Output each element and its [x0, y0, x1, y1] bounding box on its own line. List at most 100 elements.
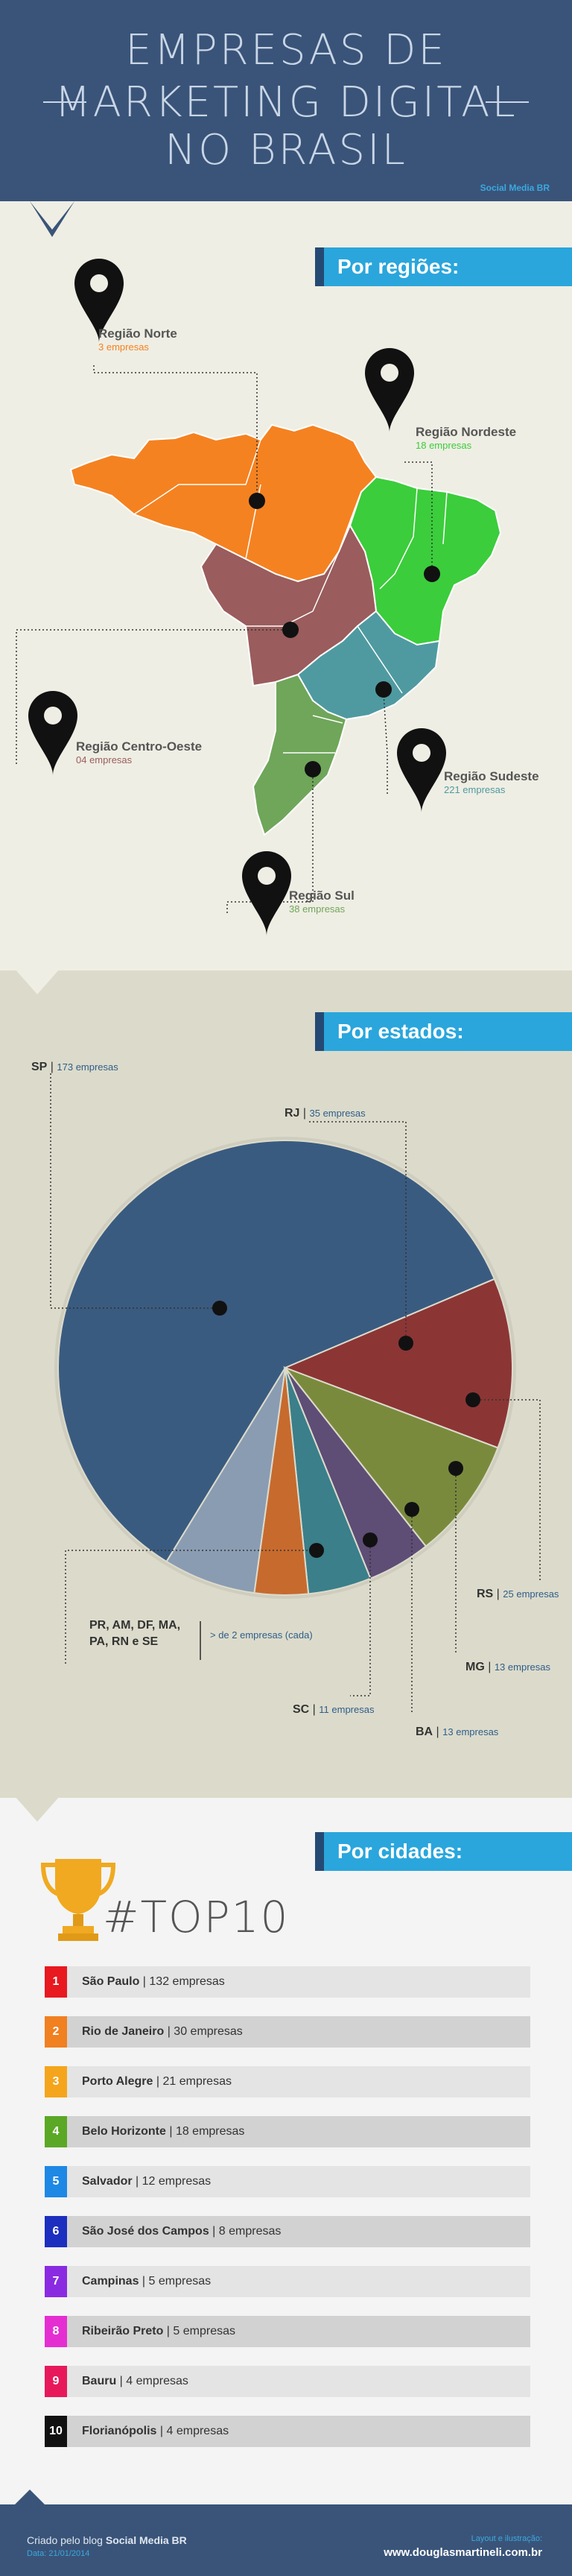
label-norte: Região Norte 3 empresas — [98, 326, 177, 353]
city-count: 8 empresas — [218, 2225, 282, 2238]
city-rank-row: 6 São José dos Campos | 8 empresas — [45, 2216, 530, 2247]
rank-badge: 7 — [45, 2266, 67, 2297]
separator: | — [139, 2275, 149, 2288]
title-line-2: MARKETING DIGITAL — [54, 78, 518, 127]
pie-dot-rj — [398, 1336, 413, 1351]
city-count: 21 empresas — [162, 2075, 232, 2088]
label-centro-oeste: Região Centro-Oeste 04 empresas — [76, 739, 203, 765]
footer-blog-name: Social Media BR — [105, 2534, 187, 2546]
city-rank-row: 4 Belo Horizonte | 18 empresas — [45, 2116, 530, 2147]
city-count: 18 empresas — [175, 2125, 245, 2138]
dot-centro-oeste — [282, 622, 299, 638]
label-others: PR, AM, DF, MA, PA, RN e SE — [89, 1619, 181, 1648]
cities-banner-label: Por cidades: — [337, 1840, 463, 1863]
rank-text: Ribeirão Preto | 5 empresas — [82, 2325, 235, 2338]
map-region-sul — [252, 673, 348, 836]
states-banner-label: Por estados: — [337, 1020, 464, 1043]
pie-dot-rs — [465, 1392, 480, 1407]
rank-text: Bauru | 4 empresas — [82, 2375, 188, 2388]
label-sc: SC | 11 empresas — [293, 1703, 375, 1716]
states-notch — [0, 967, 572, 994]
rank-text: Belo Horizonte | 18 empresas — [82, 2125, 244, 2138]
dot-norte — [249, 493, 265, 509]
pie-slice-sp — [57, 1140, 496, 1563]
states-pie-chart — [50, 1073, 541, 1713]
rank-badge: 9 — [45, 2366, 67, 2397]
rank-text: São José dos Campos | 8 empresas — [82, 2225, 281, 2238]
map-region-sudeste — [296, 610, 441, 721]
label-sul: Região Sul 38 empresas — [289, 888, 355, 915]
rank-badge: 5 — [45, 2166, 67, 2197]
label-others-count-wrap: > de 2 empresas (cada) — [200, 1621, 313, 1660]
footer-site-link[interactable]: www.douglasmartineli.com.br — [384, 2546, 542, 2559]
rank-text: São Paulo | 132 empresas — [82, 1975, 225, 1989]
rank-bar — [67, 2216, 530, 2247]
city-count: 4 empresas — [126, 2375, 188, 2387]
label-rj: RJ | 35 empresas — [285, 1107, 366, 1120]
label-ba: BA | 13 empresas — [416, 1726, 499, 1738]
pie-dot-sc — [363, 1532, 378, 1547]
separator: | — [153, 2075, 163, 2088]
city-rank-row: 5 Salvador | 12 empresas — [45, 2166, 530, 2197]
city-name: São José dos Campos — [82, 2225, 209, 2238]
label-others-count: > de 2 empresas (cada) — [210, 1629, 313, 1641]
separator: | — [132, 2175, 142, 2188]
rank-bar — [67, 1966, 530, 1998]
rank-badge: 6 — [45, 2216, 67, 2247]
pie-slice-rs — [282, 1366, 499, 1547]
title-line-3: NO BRASIL — [165, 126, 407, 174]
rank-text: Porto Alegre | 21 empresas — [82, 2075, 232, 2089]
city-rank-row: 8 Ribeirão Preto | 5 empresas — [45, 2316, 530, 2347]
regions-banner-label: Por regiões: — [337, 255, 460, 278]
label-sp: SP | 173 empresas — [31, 1061, 118, 1073]
city-rank-row: 7 Campinas | 5 empresas — [45, 2266, 530, 2297]
city-name: Campinas — [82, 2275, 139, 2288]
city-name: Porto Alegre — [82, 2075, 153, 2088]
pin-icon-sudeste — [397, 728, 446, 812]
pin-icon-nordeste — [365, 348, 414, 432]
header-credit: Social Media BR — [480, 183, 550, 193]
pie-dot-sp — [212, 1301, 227, 1316]
pie-dot-mg — [448, 1461, 463, 1476]
pie-slice-pr-am-df-ma-pa-rn-e-se — [165, 1367, 286, 1594]
city-name: Belo Horizonte — [82, 2125, 166, 2138]
trophy-icon — [40, 1859, 116, 1941]
rank-badge: 10 — [45, 2416, 67, 2447]
label-sudeste: Região Sudeste 221 empresas — [444, 769, 539, 795]
label-nordeste: Região Nordeste 18 empresas — [416, 425, 517, 451]
rank-bar — [67, 2316, 530, 2347]
rank-text: Florianópolis | 4 empresas — [82, 2425, 229, 2438]
rank-badge: 3 — [45, 2066, 67, 2097]
city-rank-row: 3 Porto Alegre | 21 empresas — [45, 2066, 530, 2097]
city-name: Bauru — [82, 2375, 117, 2387]
separator: | — [163, 2325, 174, 2337]
brazil-map — [16, 259, 502, 935]
title-line-1: EMPRESAS DE — [125, 26, 447, 75]
rank-bar — [67, 2116, 530, 2147]
label-mg: MG | 13 empresas — [465, 1661, 550, 1673]
rank-bar — [67, 2366, 530, 2397]
dot-sul — [305, 761, 321, 777]
footer: Criado pelo blog Social Media BR Data: 2… — [0, 2504, 572, 2576]
rank-text: Campinas | 5 empresas — [82, 2275, 211, 2288]
top10-label: #TOP10 — [103, 1892, 290, 1942]
rank-bar — [67, 2016, 530, 2048]
city-rank-row: 10 Florianópolis | 4 empresas — [45, 2416, 530, 2447]
rank-badge: 8 — [45, 2316, 67, 2347]
title-rule-left — [43, 101, 86, 103]
city-count: 5 empresas — [173, 2325, 235, 2337]
separator: | — [139, 1975, 150, 1988]
city-count: 4 empresas — [166, 2425, 229, 2437]
city-name: Rio de Janeiro — [82, 2025, 165, 2038]
rank-badge: 2 — [45, 2016, 67, 2048]
rank-badge: 4 — [45, 2116, 67, 2147]
city-rank-row: 2 Rio de Janeiro | 30 empresas — [45, 2016, 530, 2048]
cities-notch — [0, 1795, 572, 1822]
separator: | — [165, 2125, 176, 2138]
city-name: São Paulo — [82, 1975, 140, 1988]
rank-text: Rio de Janeiro | 30 empresas — [82, 2025, 243, 2039]
header: EMPRESAS DE MARKETING DIGITAL NO BRASIL … — [0, 0, 572, 201]
rank-bar — [67, 2166, 530, 2197]
states-banner: Por estados: — [315, 1012, 572, 1051]
dot-nordeste — [424, 566, 440, 582]
